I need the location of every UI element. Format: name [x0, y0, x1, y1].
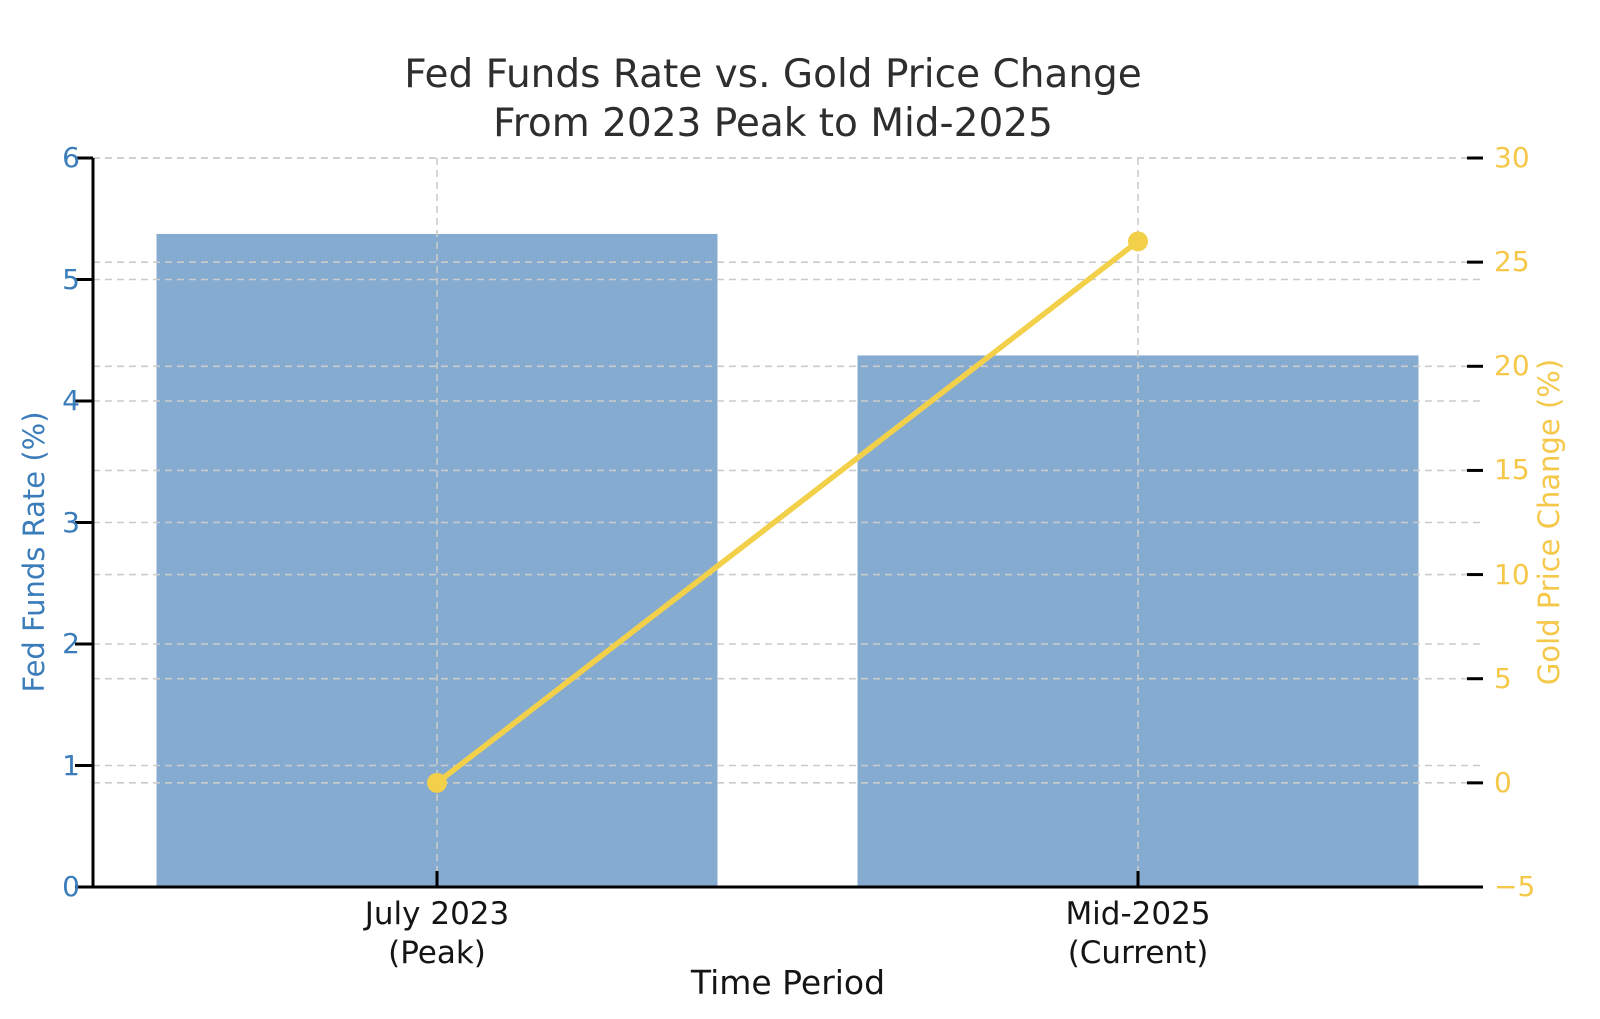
data-point-marker-1 [1128, 231, 1148, 252]
y-right-tick-label--5: −5 [1494, 870, 1536, 903]
x-tick-label-1: Mid-2025 (Current) [1065, 896, 1211, 971]
y-right-tick-label-10: 10 [1494, 557, 1530, 591]
y-left-tick-label-4: 4 [62, 384, 80, 417]
y-right-tick-label-30: 30 [1494, 141, 1530, 174]
y-left-tick-label-2: 2 [62, 627, 80, 660]
y-left-tick-label-6: 6 [62, 141, 80, 174]
y-right-tick-label-5: 5 [1494, 661, 1512, 695]
y-left-tick-label-5: 5 [62, 262, 80, 296]
x-tick-label-0: July 2023 (Peak) [364, 896, 510, 971]
y-right-tick-label-25: 25 [1494, 245, 1530, 279]
y-right-tick-label-15: 15 [1494, 453, 1530, 487]
y-left-tick-label-1: 1 [62, 748, 80, 782]
y-left-tick-label-0: 0 [62, 870, 80, 903]
y-right-tick-label-20: 20 [1494, 349, 1530, 383]
x-axis-label: Time Period [690, 963, 886, 1002]
data-point-marker-0 [427, 772, 447, 793]
y-axis-label-right: Gold Price Change (%) [1532, 358, 1566, 686]
line-series [434, 238, 1141, 786]
y-right-tick-label-0: 0 [1494, 765, 1512, 799]
y-left-tick-label-3: 3 [62, 505, 80, 539]
chart-subtitle: From 2023 Peak to Mid-2025 [493, 101, 1053, 146]
chart-title: Fed Funds Rate vs. Gold Price Change [404, 52, 1142, 97]
